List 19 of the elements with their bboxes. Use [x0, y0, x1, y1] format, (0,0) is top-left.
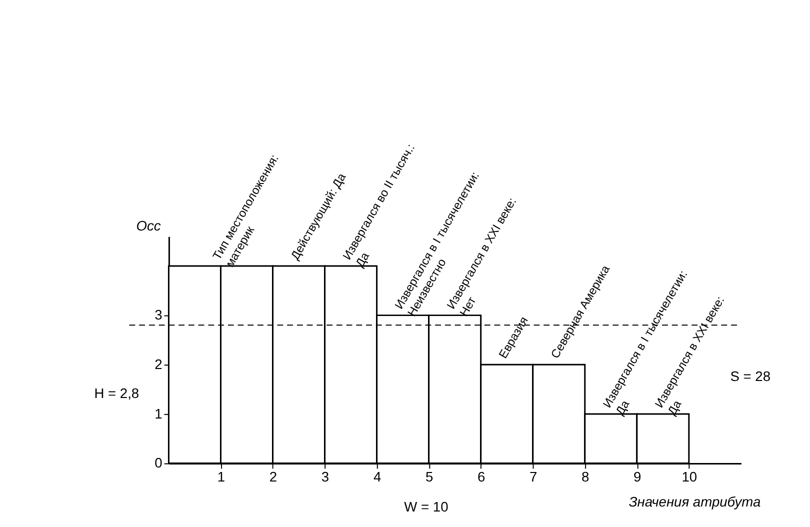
- x-tick-label: 6: [477, 468, 486, 485]
- x-axis-title: Значения атрибута: [628, 494, 761, 510]
- x-tick-label: 9: [634, 468, 642, 485]
- x-tick-label: 8: [582, 468, 590, 485]
- x-tick-label: 3: [321, 468, 330, 485]
- x-tick-label: 2: [269, 468, 278, 485]
- ref-line-label: H = 2,8: [94, 385, 140, 402]
- x-tick-label: 5: [425, 468, 434, 485]
- x-tick-label: 10: [682, 468, 698, 485]
- x-tick-label: 7: [530, 468, 538, 485]
- x-tick-label: 4: [373, 468, 382, 485]
- annotation: S = 28: [730, 368, 771, 384]
- y-tick-label: 2: [154, 356, 162, 372]
- text: W = 10: [404, 498, 449, 515]
- y-tick-label: 1: [154, 405, 162, 422]
- x-tick-label: 1: [217, 468, 226, 485]
- y-tick-label: 3: [154, 306, 163, 323]
- y-tick-label: 0: [154, 454, 163, 471]
- y-axis-title: Occ: [136, 217, 161, 234]
